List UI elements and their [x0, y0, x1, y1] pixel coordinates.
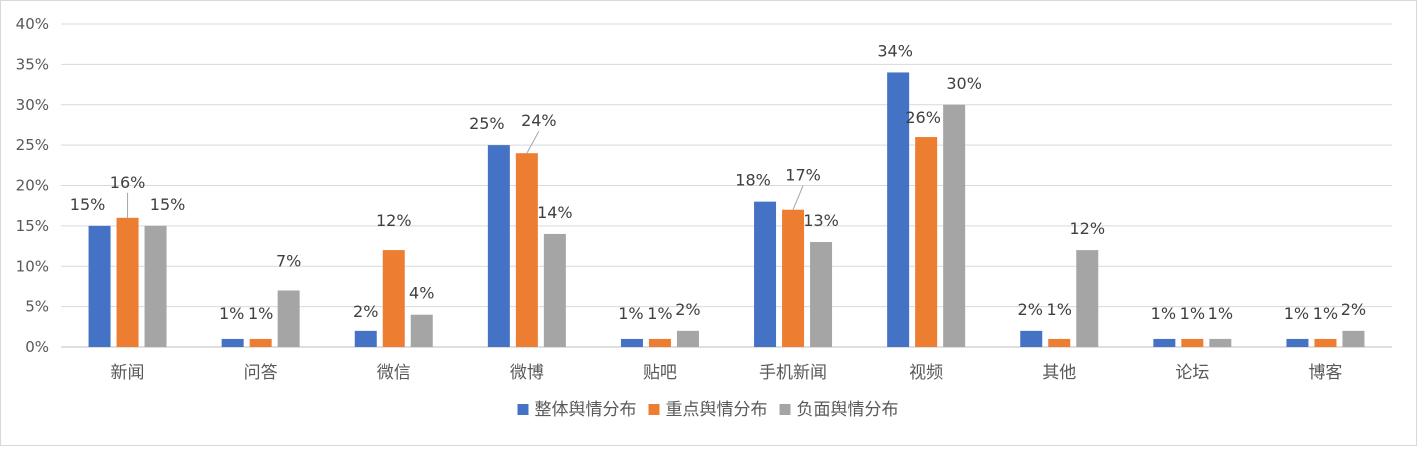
data-label: 24% [521, 111, 557, 130]
data-label: 15% [150, 195, 186, 214]
data-label: 1% [1047, 300, 1072, 319]
y-tick-label: 10% [16, 257, 49, 275]
data-label: 4% [409, 284, 434, 303]
bar [915, 137, 938, 347]
bar [116, 217, 139, 347]
bar [543, 233, 566, 347]
bar [1314, 338, 1337, 347]
data-label: 12% [376, 211, 412, 230]
legend-swatch [517, 404, 529, 415]
legend-label: 重点舆情分布 [666, 400, 768, 420]
bars [88, 72, 1365, 347]
data-label: 2% [1341, 300, 1366, 319]
bar [1153, 338, 1176, 347]
x-category-label: 论坛 [1175, 363, 1209, 383]
bar [943, 104, 966, 347]
bar [249, 338, 272, 347]
bar [1286, 338, 1309, 347]
data-label: 1% [1284, 304, 1309, 323]
legend-label: 负面舆情分布 [797, 400, 899, 420]
y-tick-label: 5% [25, 298, 49, 316]
x-category-label: 其他 [1042, 363, 1076, 383]
y-tick-label: 30% [16, 96, 49, 114]
data-label: 1% [1180, 304, 1205, 323]
data-label: 1% [1313, 304, 1338, 323]
bar [88, 225, 111, 347]
x-category-label: 贴吧 [643, 363, 677, 383]
bar [648, 338, 671, 347]
data-label: 13% [803, 211, 839, 230]
gridlines [61, 23, 1392, 348]
bar [277, 290, 300, 347]
data-label: 26% [905, 108, 941, 127]
bar [1181, 338, 1204, 347]
data-label: 34% [877, 41, 913, 60]
bar [810, 242, 833, 347]
bar [1076, 250, 1099, 347]
x-axis-categories: 新闻 问答 微信 微博 贴吧 手机新闻 视频 其他 论坛 博客 [111, 363, 1343, 383]
data-label: 2% [675, 300, 700, 319]
data-label: 18% [735, 171, 771, 190]
data-label: 14% [537, 203, 573, 222]
legend: 整体舆情分布 重点舆情分布 负面舆情分布 [517, 400, 899, 420]
leader-line [792, 185, 804, 210]
data-label: 2% [1018, 300, 1043, 319]
x-category-label: 问答 [244, 363, 278, 383]
bar [1020, 330, 1043, 347]
x-category-label: 视频 [909, 363, 943, 383]
y-axis-ticks: 0% 5% 10% 15% 20% 25% 30% 35% 40% [16, 15, 49, 356]
data-label: 25% [469, 114, 505, 133]
bar [144, 225, 167, 347]
data-label: 16% [110, 173, 146, 192]
bar [487, 145, 510, 347]
leader-lines [127, 130, 804, 218]
bar [410, 314, 433, 347]
legend-label: 整体舆情分布 [535, 400, 637, 420]
data-label: 1% [1151, 304, 1176, 323]
bar [676, 330, 699, 347]
data-label: 2% [353, 302, 378, 321]
x-category-label: 手机新闻 [759, 363, 827, 383]
bar [754, 201, 777, 347]
bar [382, 250, 405, 347]
x-category-label: 微信 [377, 363, 411, 383]
bar [620, 338, 643, 347]
y-tick-label: 15% [16, 217, 49, 235]
y-tick-label: 20% [16, 177, 49, 195]
data-label: 17% [785, 166, 821, 185]
bar [515, 153, 538, 347]
y-tick-label: 40% [16, 15, 49, 33]
bar [1048, 338, 1071, 347]
legend-swatch [779, 404, 791, 415]
bar [354, 330, 377, 347]
data-label: 1% [248, 304, 273, 323]
data-label: 1% [618, 304, 643, 323]
bar [1209, 338, 1232, 347]
x-category-label: 博客 [1308, 363, 1342, 383]
y-tick-label: 35% [16, 55, 49, 73]
data-label: 1% [219, 304, 244, 323]
data-labels: 15%16%15%1% 1%7%2%12%4%25% 24%14%1% 1% 2%18%… [70, 41, 1366, 322]
bar [1342, 330, 1365, 347]
bar [221, 338, 244, 347]
bar [887, 72, 910, 347]
data-label: 15% [70, 195, 106, 214]
legend-swatch [648, 404, 660, 415]
x-category-label: 新闻 [111, 363, 145, 383]
data-label: 30% [946, 74, 982, 93]
leader-line [526, 130, 540, 154]
data-label: 12% [1069, 219, 1105, 238]
data-label: 1% [647, 304, 672, 323]
data-label: 1% [1208, 304, 1233, 323]
y-tick-label: 25% [16, 136, 49, 154]
data-label: 7% [276, 251, 301, 270]
bar [782, 209, 805, 347]
x-category-label: 微博 [510, 363, 544, 383]
y-tick-label: 0% [25, 338, 49, 356]
